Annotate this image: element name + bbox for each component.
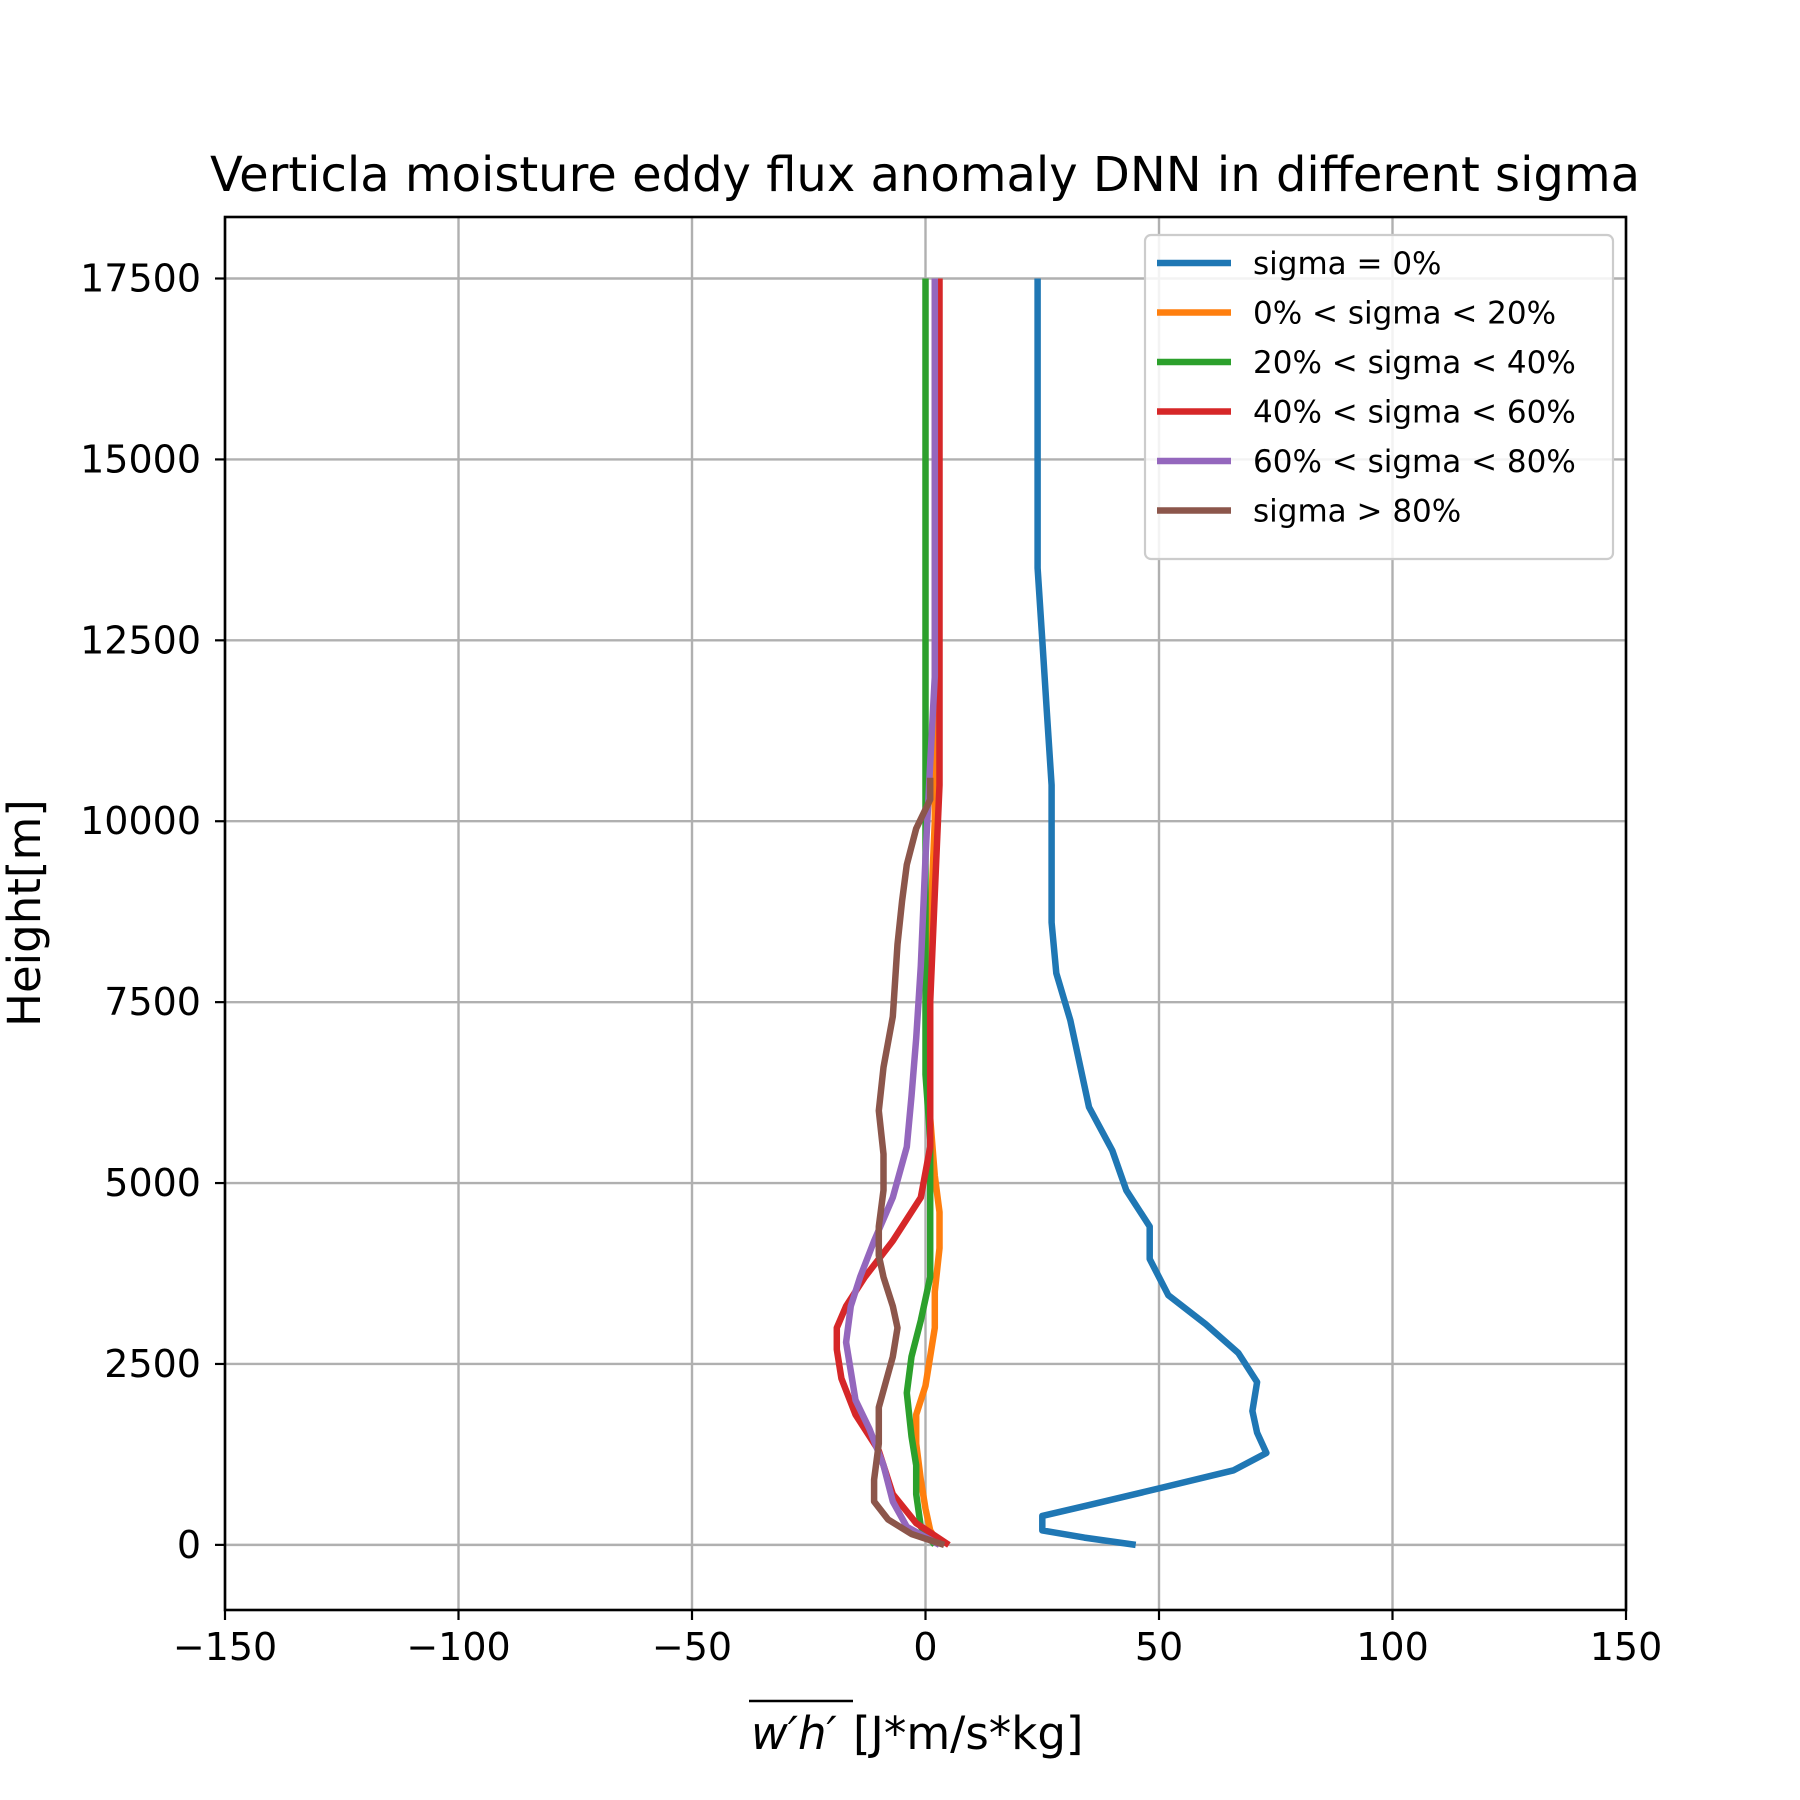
y-tick-label: 12500 <box>80 618 201 662</box>
y-tick-label: 0 <box>177 1523 201 1567</box>
x-tick-label: 150 <box>1590 1625 1663 1669</box>
chart-title: Verticla moisture eddy flux anomaly DNN … <box>210 147 1640 203</box>
x-tick-label: 100 <box>1356 1625 1429 1669</box>
legend-label: sigma = 0% <box>1253 246 1442 282</box>
x-tick-label: 50 <box>1135 1625 1183 1669</box>
axis-ticks: −150 −100 −50 0 50 100 150 0 2500 5000 7500 10000 12… <box>80 257 1662 1669</box>
x-tick-label: −50 <box>652 1625 732 1669</box>
y-tick-label: 15000 <box>80 437 201 481</box>
legend-label: sigma > 80% <box>1253 494 1461 530</box>
y-tick-label: 10000 <box>80 799 201 843</box>
x-tick-label: −150 <box>173 1625 277 1669</box>
legend-label: 40% < sigma < 60% <box>1253 395 1576 431</box>
series-line-6 <box>870 777 946 1548</box>
x-axis-label: w′h′ [J*m/s*kg] <box>749 1699 1083 1760</box>
legend-label: 20% < sigma < 40% <box>1253 345 1576 381</box>
x-axis-math-label: w′h′ <box>751 1707 837 1760</box>
y-axis-label: Height[m] <box>0 799 51 1027</box>
legend-label: 60% < sigma < 80% <box>1253 444 1576 480</box>
legend-label: 0% < sigma < 20% <box>1253 296 1556 332</box>
y-tick-label: 2500 <box>104 1342 201 1386</box>
y-tick-label: 17500 <box>80 257 201 301</box>
x-axis-unit-label: [J*m/s*kg] <box>853 1707 1083 1760</box>
legend: sigma = 0% 0% < sigma < 20% 20% < sigma < … <box>1143 233 1615 561</box>
x-tick-label: −100 <box>406 1625 510 1669</box>
series-line-3 <box>903 278 938 1547</box>
series-line-1 <box>1034 278 1270 1549</box>
series-lines <box>833 278 1270 1549</box>
y-tick-label: 5000 <box>104 1161 201 1205</box>
y-tick-label: 7500 <box>104 980 201 1024</box>
x-tick-label: 0 <box>913 1625 937 1669</box>
legend-box <box>1143 233 1615 561</box>
